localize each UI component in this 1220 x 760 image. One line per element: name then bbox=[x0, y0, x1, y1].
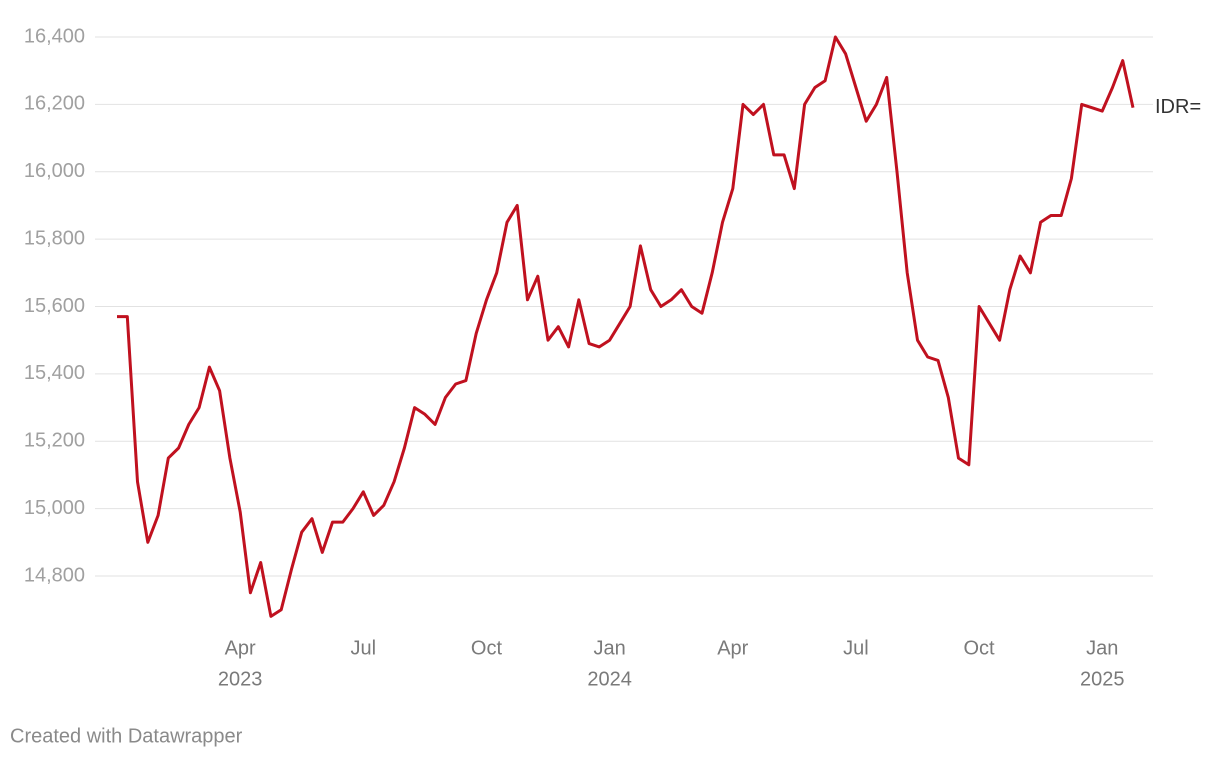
y-tick-label: 16,000 bbox=[24, 160, 85, 182]
x-tick-label: Apr bbox=[225, 637, 256, 659]
y-tick-label: 15,000 bbox=[24, 497, 85, 519]
series-line bbox=[117, 35, 1135, 618]
x-tick-label: Jul bbox=[351, 637, 377, 659]
footer: Created with Datawrapper bbox=[10, 725, 243, 747]
x-tick-label: Oct bbox=[471, 637, 503, 659]
x-tick-year: 2024 bbox=[587, 668, 632, 690]
x-tick-year: 2023 bbox=[218, 668, 263, 690]
x-tick-label: Oct bbox=[963, 637, 995, 659]
x-tick-year: 2025 bbox=[1080, 668, 1125, 690]
x-tick-label: Apr bbox=[717, 637, 748, 659]
y-tick-label: 15,400 bbox=[24, 362, 85, 384]
x-tick-label: Jan bbox=[593, 637, 625, 659]
x-tick-label: Jul bbox=[843, 637, 869, 659]
x-tick-label: Jan bbox=[1086, 637, 1118, 659]
y-tick-label: 15,200 bbox=[24, 430, 85, 452]
y-tick-label: 16,400 bbox=[24, 25, 85, 47]
y-tick-label: 14,800 bbox=[24, 564, 85, 586]
y-tick-label: 15,600 bbox=[24, 295, 85, 317]
y-tick-label: 15,800 bbox=[24, 227, 85, 249]
y-tick-label: 16,200 bbox=[24, 93, 85, 115]
series-label: IDR= bbox=[1155, 96, 1201, 118]
